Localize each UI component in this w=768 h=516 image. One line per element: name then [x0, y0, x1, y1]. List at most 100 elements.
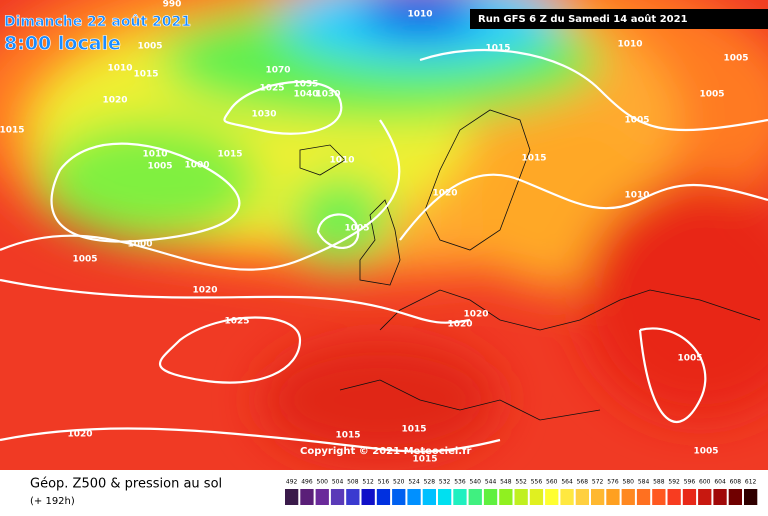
scale-swatch — [744, 489, 758, 505]
isobar-label: 1005 — [137, 42, 162, 52]
isobar-label: 1015 — [485, 44, 510, 54]
scale-label: 500 — [317, 479, 329, 486]
isobar-label: 1015 — [412, 455, 437, 465]
isobar-label: 1010 — [329, 156, 354, 166]
footer-lead: (+ 192h) — [30, 496, 75, 507]
scale-swatch — [422, 489, 436, 505]
isobar-label: 1015 — [521, 154, 546, 164]
scale-swatch — [698, 489, 712, 505]
scale-swatch — [713, 489, 727, 505]
isobar-label: 1005 — [344, 224, 369, 234]
scale-swatch — [438, 489, 452, 505]
isobar-label: 1010 — [142, 150, 167, 160]
scale-label: 548 — [500, 479, 512, 486]
isobar-label: 1030 — [251, 110, 276, 120]
scale-swatch — [499, 489, 513, 505]
isobar-label: 1020 — [432, 189, 457, 199]
scale-label: 556 — [531, 479, 543, 486]
scale-swatch — [483, 489, 498, 505]
scale-swatch — [591, 489, 605, 505]
run-label: Run GFS 6 Z du Samedi 14 août 2021 — [478, 13, 688, 25]
isobar-label: 1030 — [315, 90, 340, 100]
scale-swatch — [392, 489, 406, 505]
scale-swatch — [667, 489, 681, 505]
scale-swatch — [728, 489, 742, 505]
geopotential-field — [0, 0, 768, 460]
scale-swatch — [545, 489, 559, 505]
scale-label: 600 — [699, 479, 711, 486]
scale-label: 532 — [439, 479, 451, 486]
scale-label: 612 — [745, 479, 757, 486]
scale-swatch — [376, 489, 391, 505]
isobar-label: 1035 — [293, 80, 318, 90]
scale-label: 552 — [515, 479, 527, 486]
scale-label: 584 — [638, 479, 650, 486]
scale-label: 572 — [592, 479, 604, 486]
scale-label: 524 — [408, 479, 420, 486]
isobar-label: 1010 — [407, 10, 432, 20]
scale-label: 564 — [561, 479, 573, 486]
isobar-label: 1015 — [335, 431, 360, 441]
color-scale: 492 496 500 504 508 512 516 520 524 528 532 536 540 5… — [285, 479, 758, 505]
date-label: Dimanche 22 août 2021 — [4, 14, 191, 30]
scale-swatch — [529, 489, 544, 505]
scale-label: 596 — [684, 479, 696, 486]
isobars — [0, 48, 768, 453]
scale-swatch — [468, 489, 482, 505]
copyright: Copyright © 2021 Meteociel.fr — [300, 446, 471, 457]
scale-swatch — [636, 489, 651, 505]
scale-label: 604 — [714, 479, 726, 486]
scale-swatch — [361, 489, 375, 505]
isobar-label: 1015 — [133, 70, 158, 80]
isobar-label: 1020 — [102, 96, 127, 106]
scale-label: 528 — [424, 479, 436, 486]
scale-label: 540 — [470, 479, 482, 486]
scale-swatch — [346, 489, 360, 505]
scale-label: 512 — [362, 479, 374, 486]
isobar-label: 1005 — [72, 255, 97, 265]
isobar-label: 1000 — [184, 161, 209, 171]
scale-swatch — [407, 489, 421, 505]
isobar-label: 990 — [163, 0, 182, 10]
isobar-label: 1025 — [259, 84, 284, 94]
scale-label: 492 — [286, 479, 298, 486]
run-banner — [470, 9, 768, 29]
scale-label: 608 — [730, 479, 742, 486]
scale-swatch — [285, 489, 299, 505]
scale-label: 544 — [485, 479, 497, 486]
scale-label: 580 — [623, 479, 635, 486]
isobar-label: 1005 — [723, 54, 748, 64]
isobar-label: 1005 — [693, 447, 718, 457]
isobar-label: 1010 — [624, 191, 649, 201]
scale-label: 588 — [653, 479, 665, 486]
scale-swatch — [300, 489, 314, 505]
scale-swatch — [514, 489, 528, 505]
scale-label: 496 — [301, 479, 313, 486]
isobar-label: 1005 — [677, 354, 702, 364]
isobar-label: 1020 — [463, 310, 488, 320]
scale-swatch — [621, 489, 635, 505]
isobar-label: 1010 — [107, 64, 132, 74]
scale-swatch — [606, 489, 620, 505]
isobar-label: 1025 — [224, 317, 249, 327]
scale-swatch — [315, 489, 329, 505]
isobar-label: 1005 — [624, 116, 649, 126]
isobar-label: 1005 — [147, 162, 172, 172]
scale-swatch — [575, 489, 589, 505]
isobar-label: 1070 — [265, 66, 290, 76]
isobar-label: 1040 — [293, 90, 318, 100]
scale-swatch — [453, 489, 467, 505]
scale-label: 516 — [378, 479, 390, 486]
isobar-label: 1000 — [127, 240, 152, 250]
isobar-label: 1020 — [192, 286, 217, 296]
scale-swatch — [652, 489, 666, 505]
isobar-label: 1015 — [401, 425, 426, 435]
time-label: 8:00 locale — [4, 33, 121, 55]
scale-label: 560 — [546, 479, 558, 486]
scale-label: 536 — [454, 479, 466, 486]
scale-label: 592 — [668, 479, 680, 486]
scale-label: 504 — [332, 479, 344, 486]
scale-swatch — [330, 489, 345, 505]
